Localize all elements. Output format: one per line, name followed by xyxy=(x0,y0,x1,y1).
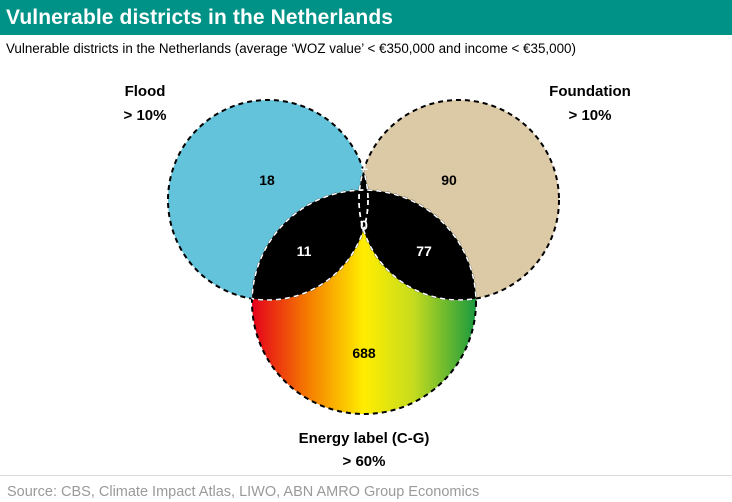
page-title: Vulnerable districts in the Netherlands xyxy=(6,5,394,29)
region-energy-only: 688 xyxy=(352,345,376,361)
region-flood-energy: 11 xyxy=(297,243,312,259)
foundation-threshold: > 10% xyxy=(569,107,612,124)
flood-label: Flood xyxy=(125,83,166,100)
energy-label-outline xyxy=(251,189,477,415)
header-bar: Vulnerable districts in the Netherlands xyxy=(0,0,732,35)
energy-label-label: Energy label (C-G) xyxy=(299,430,430,447)
energy-label-threshold: > 60% xyxy=(343,453,386,470)
overlap-flood-energy xyxy=(252,190,368,300)
region-flood-foundation: 1 xyxy=(360,157,368,173)
foundation-label: Foundation xyxy=(549,83,631,100)
footer-divider xyxy=(0,475,732,476)
subtitle: Vulnerable districts in the Netherlands … xyxy=(6,41,576,56)
region-all-three: 0 xyxy=(360,217,368,233)
region-foundation-only: 90 xyxy=(441,172,457,188)
overlap-foundation-energy xyxy=(359,190,476,300)
region-foundation-energy: 77 xyxy=(416,243,432,259)
region-flood-only: 18 xyxy=(259,172,275,188)
source-note: Source: CBS, Climate Impact Atlas, LIWO,… xyxy=(7,484,480,500)
flood-threshold: > 10% xyxy=(124,107,167,124)
